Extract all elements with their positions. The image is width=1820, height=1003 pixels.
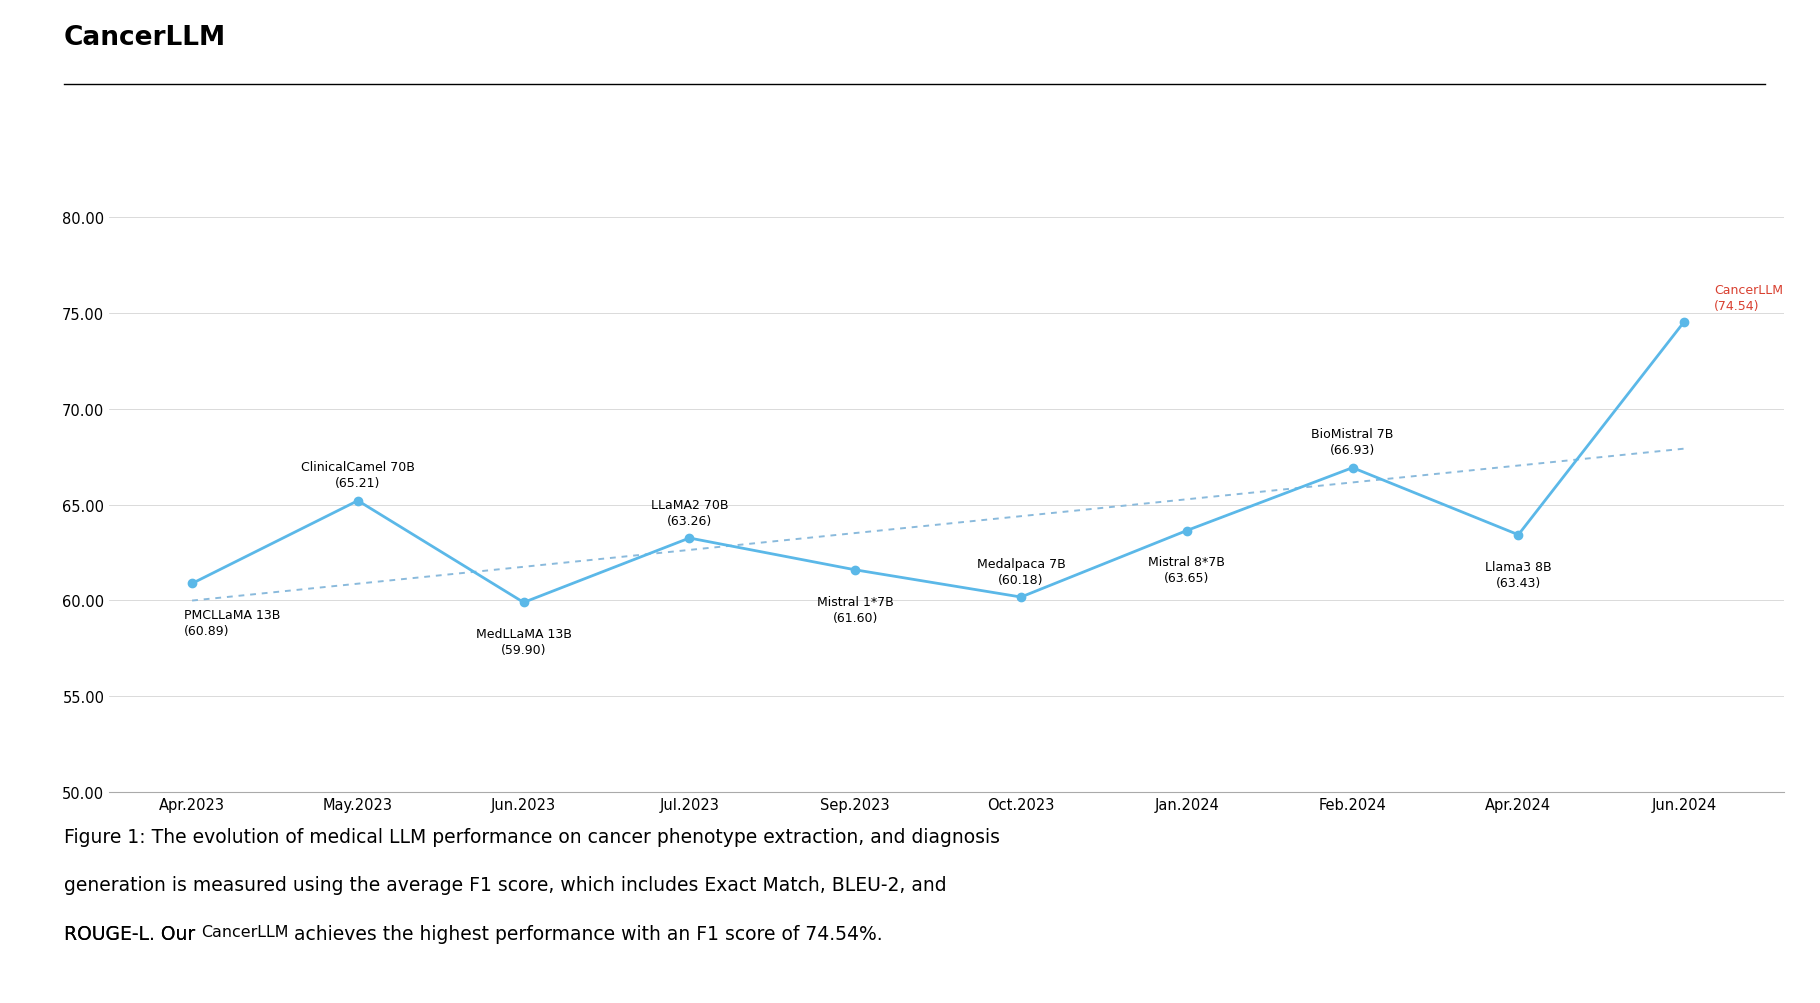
Text: ClinicalCamel 70B
(65.21): ClinicalCamel 70B (65.21) bbox=[300, 460, 415, 489]
Text: ROUGE-L. Our: ROUGE-L. Our bbox=[64, 924, 200, 943]
Text: ROUGE-L. Our: ROUGE-L. Our bbox=[64, 924, 200, 943]
Text: CancerLLM: CancerLLM bbox=[200, 924, 288, 939]
Text: LLaMA2 70B
(63.26): LLaMA2 70B (63.26) bbox=[652, 498, 728, 527]
Text: BioMistral 7B
(66.93): BioMistral 7B (66.93) bbox=[1312, 427, 1394, 456]
Text: Llama3 8B
(63.43): Llama3 8B (63.43) bbox=[1485, 560, 1552, 589]
Text: generation is measured using the average F1 score, which includes Exact Match, B: generation is measured using the average… bbox=[64, 876, 946, 895]
Text: PMCLLaMA 13B
(60.89): PMCLLaMA 13B (60.89) bbox=[184, 609, 280, 638]
Text: Figure 1: The evolution of medical LLM performance on cancer phenotype extractio: Figure 1: The evolution of medical LLM p… bbox=[64, 827, 999, 847]
Text: CancerLLM
(74.54): CancerLLM (74.54) bbox=[1714, 284, 1784, 313]
Text: Mistral 1*7B
(61.60): Mistral 1*7B (61.60) bbox=[817, 595, 894, 624]
Text: CancerLLM: CancerLLM bbox=[64, 25, 226, 51]
Text: MedLLaMA 13B
(59.90): MedLLaMA 13B (59.90) bbox=[475, 628, 571, 657]
Text: Medalpaca 7B
(60.18): Medalpaca 7B (60.18) bbox=[977, 557, 1065, 586]
Text: achieves the highest performance with an F1 score of 74.54%.: achieves the highest performance with an… bbox=[288, 924, 883, 943]
Text: Mistral 8*7B
(63.65): Mistral 8*7B (63.65) bbox=[1148, 556, 1225, 585]
